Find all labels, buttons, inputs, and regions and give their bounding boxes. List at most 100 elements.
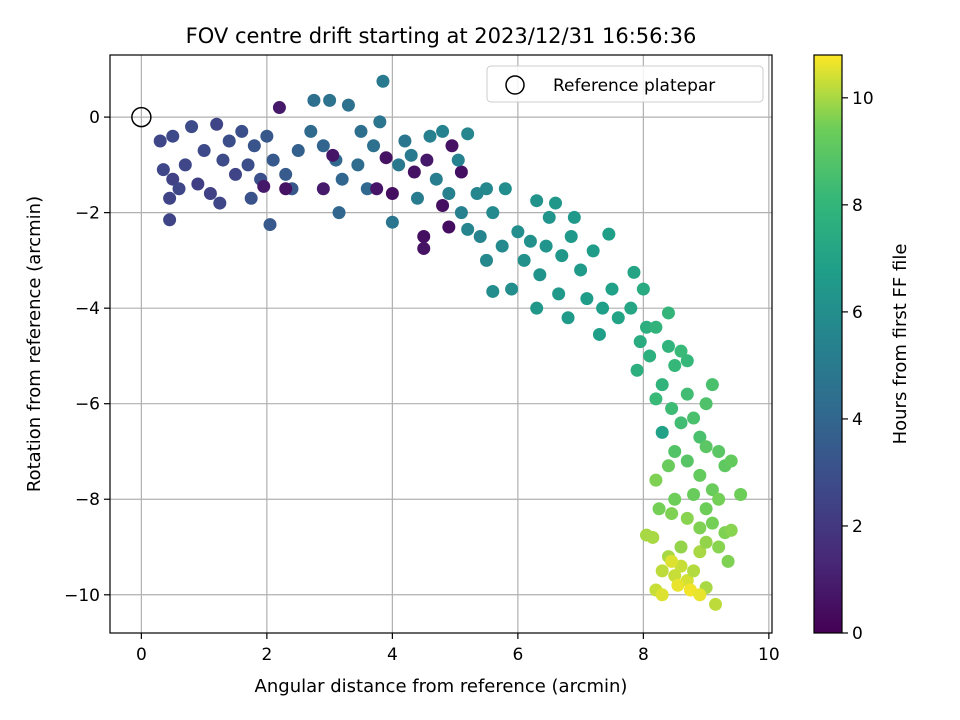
data-point	[655, 425, 669, 439]
colorbar-tick-label: 4	[852, 410, 863, 430]
data-point	[307, 93, 321, 107]
data-point	[210, 117, 224, 131]
y-tick-label: −4	[75, 299, 100, 319]
data-point	[699, 502, 713, 516]
data-point	[542, 210, 556, 224]
data-point	[674, 416, 688, 430]
data-point	[479, 182, 493, 196]
data-point	[153, 134, 167, 148]
data-point	[699, 535, 713, 549]
colorbar-tick-label: 0	[852, 624, 863, 644]
data-point	[712, 444, 726, 458]
data-point	[693, 468, 707, 482]
data-point	[197, 144, 211, 158]
data-point	[323, 93, 337, 107]
data-point	[724, 454, 738, 468]
data-point	[495, 239, 509, 253]
data-point	[191, 177, 205, 191]
data-point	[724, 523, 738, 537]
data-point	[574, 263, 588, 277]
data-point	[549, 196, 563, 210]
data-point	[674, 540, 688, 554]
data-point	[649, 320, 663, 334]
data-point	[486, 284, 500, 298]
data-point	[596, 301, 610, 315]
colorbar-tick-label: 10	[852, 89, 874, 109]
data-point	[661, 306, 675, 320]
data-point	[523, 234, 537, 248]
data-point	[665, 554, 679, 568]
data-point	[203, 187, 217, 201]
data-point	[649, 392, 663, 406]
y-axis-label: Rotation from reference (arcmin)	[24, 196, 45, 492]
x-tick-label: 6	[512, 645, 523, 665]
data-point	[172, 182, 186, 196]
data-point	[385, 215, 399, 229]
data-point	[592, 327, 606, 341]
x-tick-label: 4	[387, 645, 398, 665]
data-point	[665, 401, 679, 415]
plot-frame	[109, 54, 773, 634]
data-point	[407, 165, 421, 179]
data-point	[640, 320, 654, 334]
data-point	[316, 139, 330, 153]
data-point	[693, 521, 707, 535]
data-point	[552, 287, 566, 301]
data-point	[533, 268, 547, 282]
data-point	[304, 124, 318, 138]
data-point	[354, 124, 368, 138]
data-point	[680, 454, 694, 468]
data-point	[668, 358, 682, 372]
data-point	[586, 244, 600, 258]
data-point	[316, 182, 330, 196]
data-point	[611, 311, 625, 325]
reference-point	[131, 106, 152, 128]
data-point	[633, 335, 647, 349]
data-point	[454, 206, 468, 220]
data-point	[705, 516, 719, 530]
data-point	[505, 282, 519, 296]
data-point	[360, 182, 374, 196]
data-point	[605, 282, 619, 296]
data-point	[454, 165, 468, 179]
data-point	[379, 151, 393, 165]
data-point	[655, 378, 669, 392]
data-point	[661, 459, 675, 473]
data-point	[665, 507, 679, 521]
data-point	[367, 139, 381, 153]
data-point	[332, 206, 346, 220]
data-point	[699, 440, 713, 454]
data-point	[479, 253, 493, 267]
data-point	[326, 148, 340, 162]
data-point	[486, 206, 500, 220]
data-point	[687, 411, 701, 425]
data-point	[461, 222, 475, 236]
data-point	[473, 230, 487, 244]
colorbar-tick-label: 2	[852, 517, 863, 537]
data-point	[376, 74, 390, 88]
data-point	[178, 158, 192, 172]
data-point	[705, 378, 719, 392]
colorbar-gradient	[813, 54, 843, 634]
data-point	[213, 196, 227, 210]
data-point	[580, 292, 594, 306]
data-point	[517, 253, 531, 267]
data-point	[163, 213, 177, 227]
chart-title: FOV centre drift starting at 2023/12/31 …	[186, 24, 697, 48]
data-point	[417, 230, 431, 244]
y-tick-label: −10	[64, 586, 100, 606]
x-axis-label: Angular distance from reference (arcmin)	[255, 676, 628, 697]
colorbar-label: Hours from first FF file	[890, 244, 911, 445]
data-point	[687, 564, 701, 578]
data-point	[461, 127, 475, 141]
data-point	[693, 588, 707, 602]
data-point	[351, 158, 365, 172]
data-point	[373, 115, 387, 129]
data-point	[680, 511, 694, 525]
data-point	[436, 124, 450, 138]
data-point	[291, 144, 305, 158]
data-point	[241, 158, 255, 172]
data-point	[228, 167, 242, 181]
y-tick-label: −2	[75, 204, 100, 224]
data-point	[385, 187, 399, 201]
